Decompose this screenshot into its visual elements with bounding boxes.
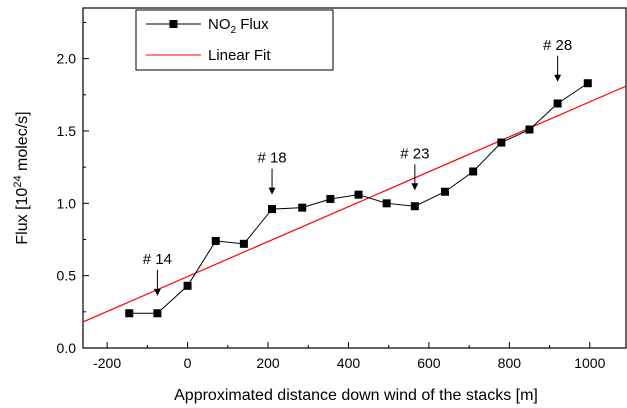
y-tick-label: 2.0 — [57, 51, 77, 67]
annotation-label: # 18 — [257, 150, 286, 167]
x-axis-title: Approximated distance down wind of the s… — [174, 387, 538, 404]
no2-flux-point — [469, 167, 478, 176]
annotation-arrow-head — [554, 74, 562, 82]
annotation-label: # 23 — [400, 145, 429, 162]
legend-no2-marker — [169, 20, 178, 28]
no2-flux-point — [553, 99, 562, 108]
legend-no2-rest: Flux — [236, 16, 269, 33]
x-tick-label: 600 — [417, 355, 441, 371]
no2-flux-point — [239, 239, 248, 248]
y-tick-label: 1.5 — [57, 123, 77, 139]
x-tick-label: -200 — [93, 355, 121, 371]
legend-no2-label: NO2 Flux — [208, 16, 269, 36]
y-axis-title: Flux [1024 molec/s] — [12, 111, 31, 244]
y-axis-title-exponent: 24 — [12, 175, 24, 187]
legend: NO2 Flux Linear Fit — [135, 9, 334, 71]
annotation-arrow-head — [153, 288, 161, 296]
linear-fit-series — [82, 85, 627, 323]
no2-flux-point — [583, 79, 592, 88]
x-tick-label: 1000 — [574, 355, 605, 371]
plot-frame — [82, 7, 627, 349]
linear-fit-line — [82, 85, 627, 323]
no2-flux-series — [125, 79, 592, 318]
no2-flux-point — [497, 138, 506, 147]
legend-no2-main: NO — [208, 16, 231, 33]
y-tick-label: 0.0 — [57, 340, 77, 356]
x-tick-label: 200 — [256, 355, 280, 371]
y-tick-label: 1.0 — [57, 195, 77, 211]
legend-box — [135, 9, 334, 71]
no2-flux-point — [125, 309, 134, 318]
legend-fit-label: Linear Fit — [208, 47, 271, 64]
no2-flux-point — [153, 309, 162, 318]
no2-flux-point — [354, 190, 363, 199]
x-tick-label: 400 — [337, 355, 361, 371]
annotation-label: # 28 — [543, 37, 572, 54]
no2-flux-point — [268, 205, 277, 214]
annotations: # 14 # 18 # 23 # 28 — [143, 37, 572, 296]
no2-flux-point — [441, 187, 449, 196]
no2-flux-point — [183, 281, 192, 290]
legend-no2-subscript: 2 — [231, 25, 237, 36]
y-axis-ticks: 0.0 0.5 1.0 1.5 2.0 — [57, 21, 89, 356]
annotation-arrow-head — [268, 187, 276, 195]
y-tick-label: 0.5 — [57, 268, 77, 284]
no2-flux-point — [382, 199, 391, 208]
x-axis-ticks: -200 0 200 400 600 800 1000 — [93, 342, 606, 371]
no2-flux-point — [326, 194, 335, 203]
no2-flux-point — [525, 125, 534, 134]
x-tick-label: 800 — [498, 355, 522, 371]
y-axis-title-prefix: Flux [10 — [14, 188, 31, 245]
annotation-label: # 14 — [143, 251, 172, 268]
no2-flux-point — [410, 202, 419, 211]
no2-flux-point — [211, 236, 220, 245]
no2-flux-point — [298, 203, 307, 212]
x-tick-label: 0 — [184, 355, 192, 371]
y-axis-title-suffix: molec/s] — [14, 111, 31, 175]
annotation-arrow-head — [411, 183, 419, 191]
